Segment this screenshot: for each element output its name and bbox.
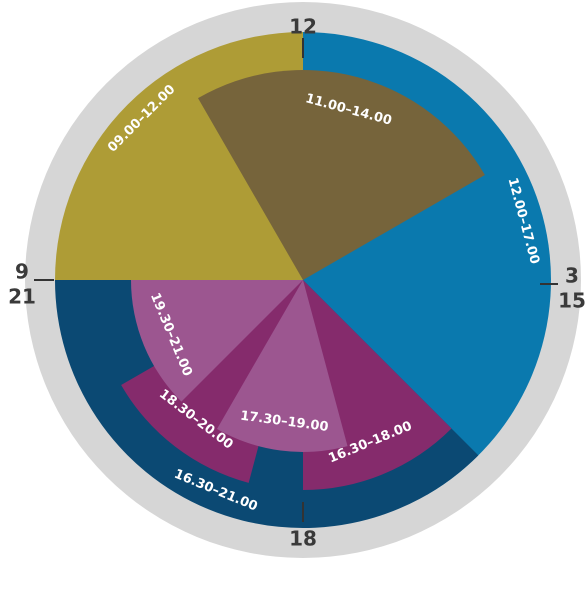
clock-label-top: 12 bbox=[289, 15, 317, 39]
segment-19-21 bbox=[131, 280, 303, 402]
clock-label-right-lower: 15 bbox=[558, 289, 585, 313]
clock-label-left-upper: 9 bbox=[15, 260, 29, 284]
clock-label-right-upper: 3 bbox=[565, 264, 579, 288]
segment-11-14 bbox=[198, 69, 485, 281]
clock-label-left-lower: 21 bbox=[8, 285, 36, 309]
segment-17-19 bbox=[217, 280, 348, 453]
clock-label-bottom: 18 bbox=[289, 527, 317, 551]
